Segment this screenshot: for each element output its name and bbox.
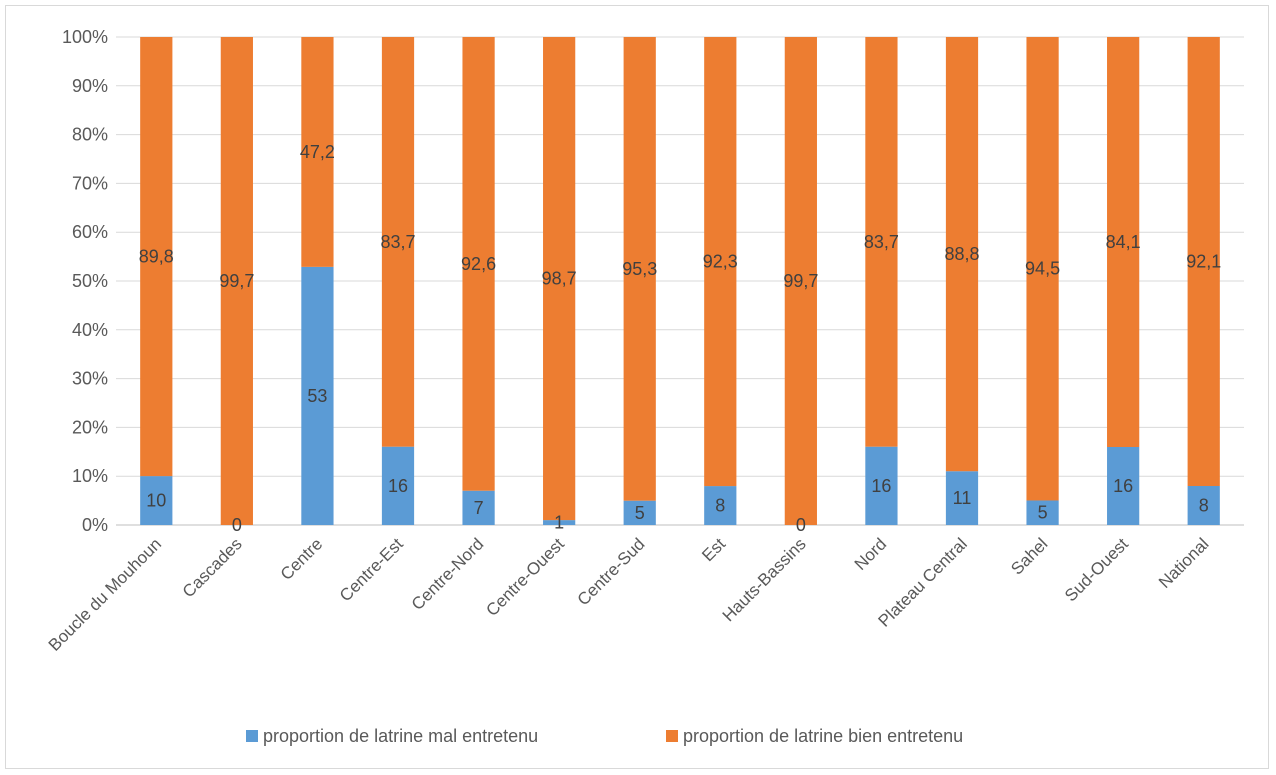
data-label-mal: 16 [871,476,891,496]
y-tick-label: 80% [72,125,108,145]
bar-bien-entretenu [381,37,415,447]
data-label-mal: 8 [715,496,725,516]
bar-mal-entretenu [1107,446,1140,525]
data-label-bien: 92,1 [1186,251,1221,271]
x-tick-label: Centre-Sud [574,534,649,609]
x-tick-label: Hauts-Bassins [719,534,810,625]
data-label-bien: 92,6 [461,254,496,274]
data-label-mal: 10 [146,491,166,511]
bar-mal-entretenu [543,520,576,525]
bar-bien-entretenu [623,37,656,501]
data-label-bien: 84,1 [1106,232,1141,252]
data-label-bien: 99,7 [783,271,818,291]
bar-mal-entretenu [381,446,415,525]
bar-mal-entretenu [140,476,173,525]
bar-mal-entretenu [865,446,898,525]
x-tick-label: Sud-Ouest [1061,534,1132,605]
data-label-bien: 83,7 [380,232,415,252]
data-label-bien: 95,3 [622,259,657,279]
bar-bien-entretenu [220,37,253,525]
bar-bien-entretenu [1187,37,1220,486]
data-labels: 10 89,8 0 99,7 53 47,2 16 83,7 7 92,6 1 98,7 5 95,3 8 9… [139,142,1221,535]
x-axis-ticks: Boucle du Mouhoun Cascades Centre Centre-Es… [45,534,1213,655]
legend-label-0: proportion de latrine mal entretenu [263,726,538,746]
data-label-mal: 16 [388,476,408,496]
y-tick-label: 30% [72,369,108,389]
x-tick-label: Centre [277,534,327,584]
bar-bien-entretenu [301,37,334,267]
data-label-mal: 0 [232,515,242,535]
x-tick-label: Centre-Nord [408,534,488,614]
chart-frame: 0% 10% 20% 30% 40% 50% 60% 70% 80% 90% 100% 10 89,8… [5,5,1269,769]
bar-bien-entretenu [140,37,173,477]
bar-mal-entretenu [1026,500,1059,525]
x-tick-label: Cascades [179,534,246,601]
gridlines [116,36,1244,526]
legend-swatch-0 [246,730,258,742]
bar-mal-entretenu [704,486,737,525]
data-label-bien: 94,5 [1025,259,1060,279]
bar-bien-entretenu [1107,37,1140,447]
data-label-mal: 7 [474,498,484,518]
data-label-bien: 98,7 [542,269,577,289]
data-label-bien: 47,2 [300,142,335,162]
y-tick-label: 90% [72,76,108,96]
data-label-mal: 5 [635,503,645,523]
bar-bien-entretenu [543,37,576,521]
y-tick-label: 10% [72,466,108,486]
data-label-bien: 83,7 [864,232,899,252]
y-axis-ticks: 0% 10% 20% 30% 40% 50% 60% 70% 80% 90% 100% [62,27,108,535]
data-label-bien: 92,3 [703,252,738,272]
y-tick-label: 40% [72,320,108,340]
y-tick-label: 60% [72,222,108,242]
data-label-mal: 53 [307,386,327,406]
bar-bien-entretenu [1026,37,1059,501]
bar-mal-entretenu [462,490,495,525]
data-label-bien: 89,8 [139,247,174,267]
legend-swatch-1 [666,730,678,742]
bar-mal-entretenu [1187,485,1220,525]
bar-bien-entretenu [704,37,737,487]
legend: proportion de latrine mal entretenu propo… [246,726,963,746]
data-label-mal: 5 [1038,503,1048,523]
bar-mal-entretenu [623,500,656,525]
y-tick-label: 0% [82,515,108,535]
chart-svg: 0%10%20%30%40%50%60%70%80%90%100% 1089,8… [45,27,1244,746]
bar-bien-entretenu [865,37,898,447]
y-tick-label: 100% [62,27,108,47]
bar-bien-entretenu [462,37,495,491]
bar-bien-entretenu [784,37,817,525]
data-label-mal: 1 [554,513,564,533]
y-tick-label: 20% [72,417,108,437]
bars [140,37,1220,525]
x-tick-label: Boucle du Mouhoun [45,534,165,654]
bar-bien-entretenu [945,37,979,472]
data-label-mal: 11 [953,488,972,508]
x-tick-label: National [1155,534,1213,592]
y-tick-label: 70% [72,173,108,193]
x-tick-label: Nord [851,534,890,573]
x-tick-label: Sahel [1007,534,1051,578]
x-tick-label: Centre-Est [336,534,407,605]
legend-label-1: proportion de latrine bien entretenu [683,726,963,746]
x-tick-label: Est [698,534,729,565]
data-label-mal: 16 [1113,476,1133,496]
data-label-mal: 0 [796,515,806,535]
data-label-bien: 88,8 [944,244,979,264]
bar-mal-entretenu [945,471,979,525]
data-label-mal: 8 [1199,495,1209,515]
y-tick-label: 50% [72,271,108,291]
bar-mal-entretenu [301,266,334,525]
data-label-bien: 99,7 [219,271,254,291]
x-tick-label: Centre-Ouest [482,534,568,620]
